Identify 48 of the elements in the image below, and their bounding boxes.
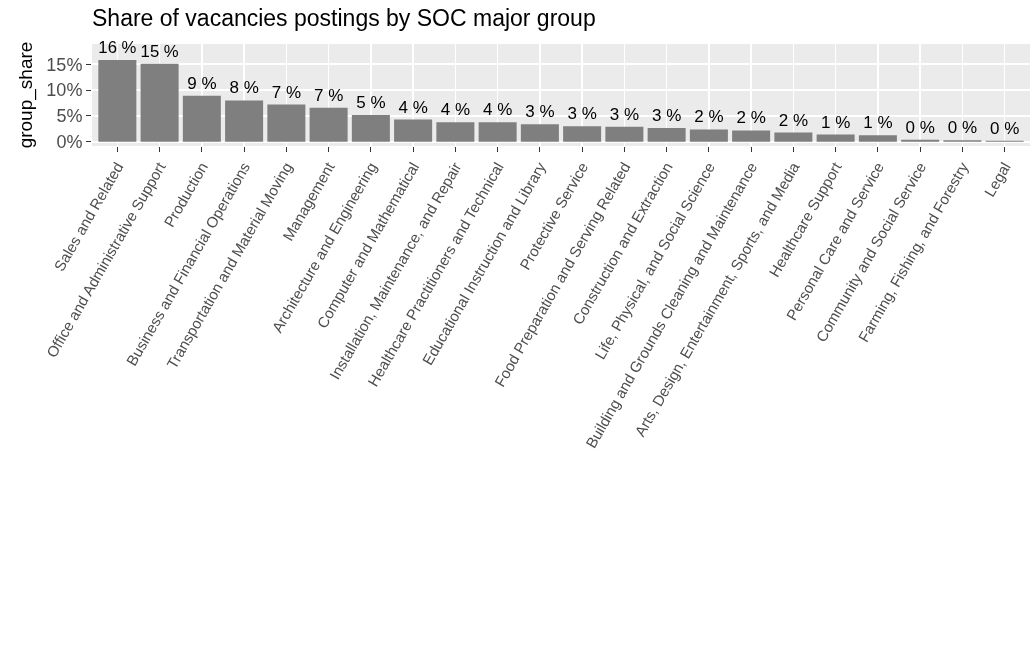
y-tick-label: 0% [56, 132, 83, 153]
data-label: 3 % [567, 104, 597, 124]
bar [394, 119, 433, 142]
bar [563, 126, 602, 142]
data-label: 2 % [694, 107, 724, 127]
bar [901, 139, 940, 142]
bar [520, 124, 559, 142]
data-label: 2 % [736, 108, 766, 128]
data-label: 2 % [778, 110, 809, 130]
bar [478, 122, 517, 142]
data-label: 7 % [271, 82, 302, 102]
bar [309, 107, 348, 142]
chart-title: Share of vacancies postings by SOC major group [92, 4, 596, 31]
data-label: 0 % [990, 118, 1020, 138]
data-label: 3 % [525, 102, 555, 122]
data-label: 1 % [820, 112, 851, 132]
y-axis-title: group_share [15, 41, 38, 149]
data-label: 5 % [356, 92, 386, 112]
y-tick-label: 10% [46, 80, 83, 101]
bar [647, 127, 686, 142]
data-label: 4 % [482, 100, 513, 120]
bar [816, 134, 855, 142]
bar [182, 95, 221, 142]
y-tick-label: 15% [46, 54, 83, 75]
y-tick-label: 5% [56, 106, 83, 127]
data-label: 0 % [947, 118, 978, 138]
bar [351, 114, 390, 142]
data-label: 1 % [863, 113, 893, 133]
data-label: 0 % [905, 117, 935, 137]
bar [225, 100, 264, 142]
bar [605, 126, 644, 142]
data-label: 16 % [98, 38, 137, 58]
bar [774, 132, 813, 142]
data-label: 9 % [187, 73, 217, 93]
data-label: 7 % [313, 85, 344, 105]
data-label: 15 % [140, 41, 179, 61]
bar [267, 104, 306, 142]
data-label: 3 % [609, 104, 640, 124]
bar [98, 60, 137, 142]
bar [140, 63, 179, 142]
data-label: 4 % [398, 97, 428, 117]
bar [858, 135, 897, 142]
bar [732, 130, 771, 142]
data-label: 8 % [229, 78, 259, 98]
data-label: 3 % [651, 105, 682, 125]
data-label: 4 % [440, 100, 471, 120]
bar [436, 122, 475, 142]
bar [689, 129, 728, 142]
